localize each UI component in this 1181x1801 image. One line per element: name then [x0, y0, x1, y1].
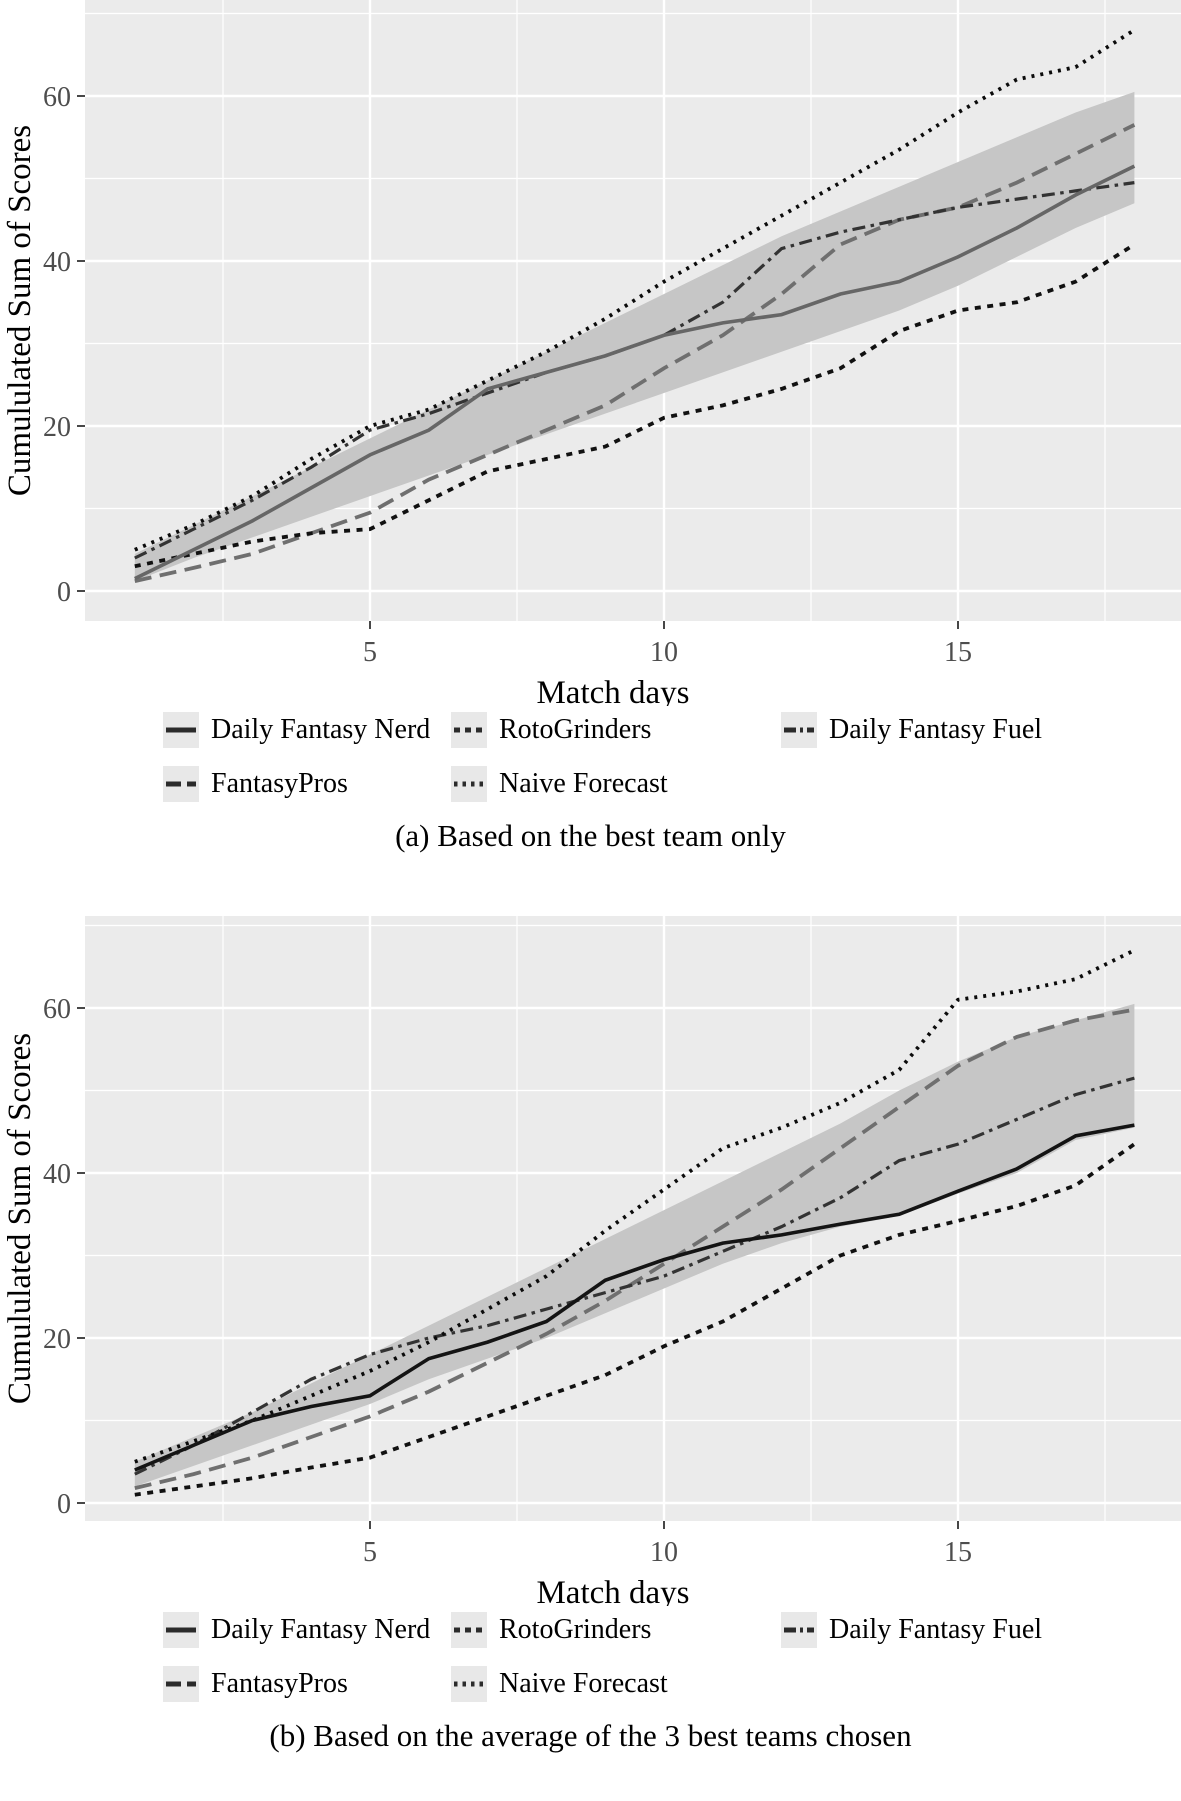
figure-panel-b: 5 10 15 0 20 40 60 Match days Cumululated Sum of…: [0, 910, 1181, 1754]
legend-label: RotoGrinders: [499, 714, 652, 745]
y-tick-label: 20: [43, 412, 71, 443]
legend-item-fantasypros: FantasyPros: [163, 1662, 451, 1706]
legend-key-dashdot-icon: [781, 1612, 817, 1648]
legend-label: Daily Fantasy Nerd: [211, 714, 431, 745]
y-tick-label: 60: [43, 994, 71, 1025]
range-band: [134, 1003, 1135, 1487]
legend-item-daily-fantasy-nerd: Daily Fantasy Nerd: [163, 1608, 451, 1652]
series-line-rotogrinders: [134, 242, 1136, 569]
legend-label: Daily Fantasy Nerd: [211, 1614, 431, 1645]
chart-canvas-a: 5 10 15 0 20 40 60 Match days Cumululated Sum of…: [2, 0, 1181, 706]
caption-b: (b) Based on the average of the 3 best t…: [269, 1718, 912, 1753]
x-axis-title: Match days: [536, 1575, 689, 1606]
legend-item-naive-forecast: Naive Forecast: [451, 1662, 781, 1706]
legend-key-longdash-icon: [163, 1666, 199, 1702]
x-tick-label: 5: [363, 637, 377, 668]
legend-spacer: [781, 1662, 1181, 1706]
axes: 5 10 15 0 20 40 60: [43, 82, 972, 668]
legend-label: FantasyPros: [211, 768, 348, 799]
legend-key-dotted-icon: [451, 766, 487, 802]
y-tick-label: 60: [43, 82, 71, 113]
legend-label: FantasyPros: [211, 1668, 348, 1699]
legend-key-dashed-icon: [451, 712, 487, 748]
legend-item-daily-fantasy-fuel: Daily Fantasy Fuel: [781, 1608, 1181, 1652]
legend-a: Daily Fantasy Nerd RotoGrinders Daily Fant…: [163, 708, 1181, 806]
legend-key-solid-icon: [163, 712, 199, 748]
legend-key-solid-icon: [163, 1612, 199, 1648]
legend-spacer: [781, 762, 1181, 806]
series-line-daily-fantasy-nerd: [134, 164, 1136, 581]
legend-item-daily-fantasy-fuel: Daily Fantasy Fuel: [781, 708, 1181, 752]
legend-item-rotogrinders: RotoGrinders: [451, 708, 781, 752]
chart-canvas-b: 5 10 15 0 20 40 60 Match days Cumululated Sum of…: [2, 916, 1181, 1606]
legend-item-rotogrinders: RotoGrinders: [451, 1608, 781, 1652]
figure-panel-a: 5 10 15 0 20 40 60 Match days Cumululated Sum of…: [0, 0, 1181, 854]
panel-gap: [0, 854, 1181, 910]
legend-label: Naive Forecast: [499, 768, 668, 799]
legend-item-daily-fantasy-nerd: Daily Fantasy Nerd: [163, 708, 451, 752]
legend-item-fantasypros: FantasyPros: [163, 762, 451, 806]
x-tick-label: 15: [944, 1537, 972, 1568]
legend-label: RotoGrinders: [499, 1614, 652, 1645]
legend-label: Naive Forecast: [499, 1668, 668, 1699]
legend-key-longdash-icon: [163, 766, 199, 802]
legend-label: Daily Fantasy Fuel: [829, 714, 1043, 745]
legend-label: Daily Fantasy Fuel: [829, 1614, 1043, 1645]
y-axis-title: Cumululated Sum of Scores: [2, 125, 38, 496]
legend-key-dotted-icon: [451, 1666, 487, 1702]
series-line-fantasypros: [134, 1007, 1135, 1490]
series-line-daily-fantasy-nerd: [134, 1123, 1135, 1472]
legend-b: Daily Fantasy Nerd RotoGrinders Daily Fant…: [163, 1608, 1181, 1706]
legend-key-dashed-icon: [451, 1612, 487, 1648]
y-tick-label: 40: [43, 247, 71, 278]
range-band: [134, 91, 1135, 582]
caption-a: (a) Based on the best team only: [395, 818, 786, 853]
y-axis-title: Cumululated Sum of Scores: [2, 1033, 38, 1404]
x-tick-label: 10: [650, 637, 678, 668]
series-line-daily-fantasy-fuel: [134, 181, 1135, 560]
x-tick-label: 15: [944, 637, 972, 668]
axes: 5 10 15 0 20 40 60: [43, 994, 972, 1568]
y-tick-label: 0: [57, 577, 71, 608]
y-tick-label: 40: [43, 1159, 71, 1190]
series-line-naive-forecast: [134, 28, 1136, 552]
series-line-fantasypros: [134, 123, 1136, 583]
y-tick-label: 0: [57, 1489, 71, 1520]
legend-item-naive-forecast: Naive Forecast: [451, 762, 781, 806]
x-tick-label: 10: [650, 1537, 678, 1568]
x-axis-title: Match days: [536, 675, 689, 706]
legend-key-dashdot-icon: [781, 712, 817, 748]
series-line-naive-forecast: [134, 948, 1136, 1464]
y-tick-label: 20: [43, 1324, 71, 1355]
x-tick-label: 5: [363, 1537, 377, 1568]
